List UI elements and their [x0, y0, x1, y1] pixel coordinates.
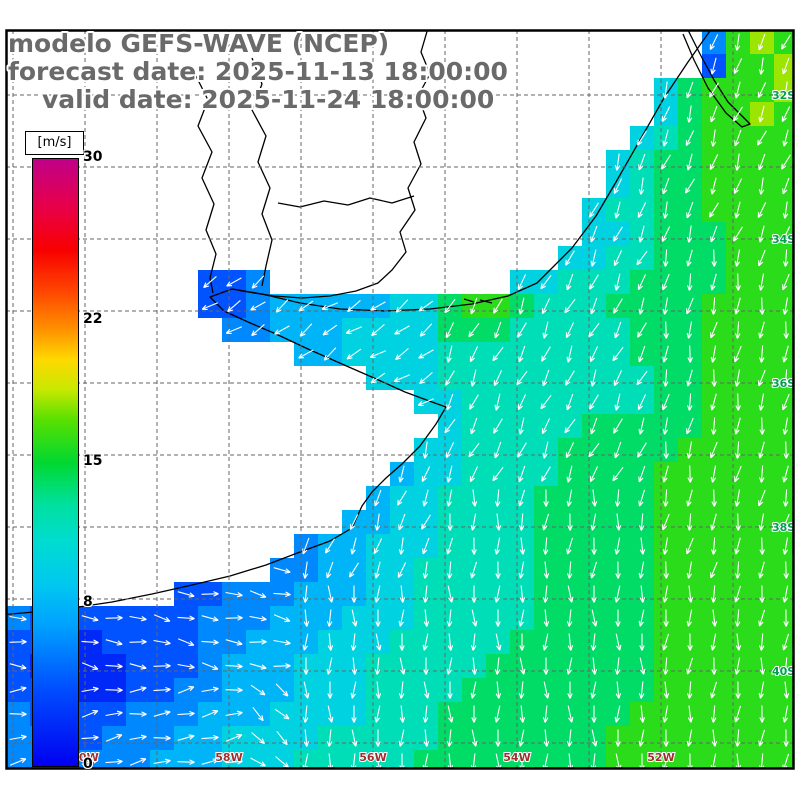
lat-label: 38S [772, 521, 795, 534]
lon-label: 58W [215, 751, 242, 764]
colorbar-unit-label: [m/s] [25, 131, 84, 155]
lon-label: 54W [503, 751, 530, 764]
lon-label: 56W [359, 751, 386, 764]
wind-speed-field [7, 31, 793, 768]
wind-arrows [9, 33, 791, 768]
lat-label: 34S [772, 233, 795, 246]
lat-label: 40S [772, 665, 795, 678]
map-frame-border [5, 29, 795, 770]
lon-label: 52W [647, 751, 674, 764]
lat-label: 32S [772, 89, 795, 102]
colorbar-gradient [32, 158, 79, 767]
lat-label: 36S [772, 377, 795, 390]
